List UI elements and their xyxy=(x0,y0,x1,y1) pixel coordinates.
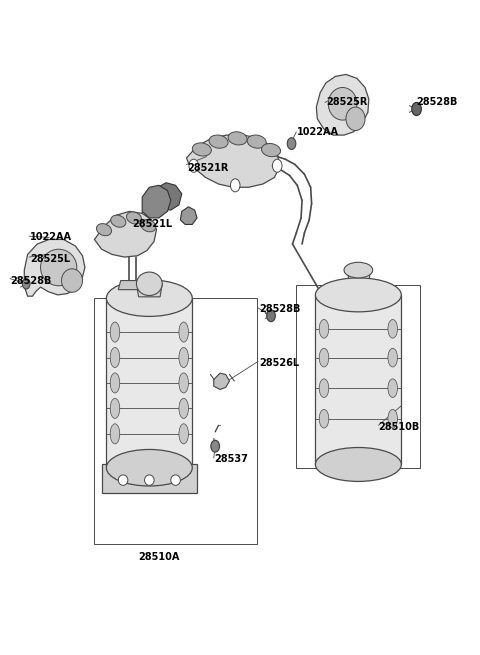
Text: 28537: 28537 xyxy=(214,455,248,464)
Ellipse shape xyxy=(144,475,154,485)
Ellipse shape xyxy=(40,250,77,286)
Polygon shape xyxy=(180,207,197,225)
Ellipse shape xyxy=(110,424,120,444)
Ellipse shape xyxy=(287,138,296,149)
Polygon shape xyxy=(315,295,401,464)
Ellipse shape xyxy=(346,107,365,130)
Ellipse shape xyxy=(179,347,189,367)
Polygon shape xyxy=(95,212,156,257)
Text: 28528B: 28528B xyxy=(10,276,51,286)
Text: 28510B: 28510B xyxy=(378,422,420,432)
Ellipse shape xyxy=(209,135,228,148)
Text: 28528B: 28528B xyxy=(417,98,458,107)
Bar xyxy=(296,285,420,468)
Text: 28528B: 28528B xyxy=(259,304,300,314)
Ellipse shape xyxy=(211,440,219,452)
Text: 1022AA: 1022AA xyxy=(297,127,339,137)
Ellipse shape xyxy=(136,272,162,295)
Ellipse shape xyxy=(107,449,192,486)
Polygon shape xyxy=(187,135,279,187)
Ellipse shape xyxy=(319,348,329,367)
Ellipse shape xyxy=(23,278,30,289)
Polygon shape xyxy=(142,185,171,218)
Ellipse shape xyxy=(171,475,180,485)
Text: 28526L: 28526L xyxy=(259,358,299,368)
Ellipse shape xyxy=(344,262,372,278)
Ellipse shape xyxy=(96,223,111,236)
Polygon shape xyxy=(24,240,85,296)
Ellipse shape xyxy=(328,88,357,120)
Polygon shape xyxy=(118,280,147,290)
Polygon shape xyxy=(102,464,197,493)
Ellipse shape xyxy=(110,398,120,419)
Ellipse shape xyxy=(118,475,128,485)
Text: 28525L: 28525L xyxy=(30,254,70,264)
Ellipse shape xyxy=(262,143,280,157)
Text: 28521R: 28521R xyxy=(188,162,229,173)
Ellipse shape xyxy=(315,447,401,481)
Polygon shape xyxy=(136,284,162,297)
Ellipse shape xyxy=(319,379,329,398)
Ellipse shape xyxy=(110,322,120,342)
Bar xyxy=(95,298,257,544)
Ellipse shape xyxy=(111,215,126,227)
Ellipse shape xyxy=(388,379,397,398)
Polygon shape xyxy=(107,298,192,468)
Ellipse shape xyxy=(107,280,192,316)
Ellipse shape xyxy=(247,135,266,148)
Ellipse shape xyxy=(315,278,401,312)
Ellipse shape xyxy=(110,347,120,367)
Ellipse shape xyxy=(388,348,397,367)
Ellipse shape xyxy=(319,409,329,428)
Ellipse shape xyxy=(230,179,240,192)
Ellipse shape xyxy=(110,373,120,393)
Ellipse shape xyxy=(179,398,189,419)
Ellipse shape xyxy=(179,373,189,393)
Ellipse shape xyxy=(319,320,329,338)
Ellipse shape xyxy=(228,132,247,145)
Text: 28510A: 28510A xyxy=(138,552,180,562)
Ellipse shape xyxy=(179,322,189,342)
Ellipse shape xyxy=(388,409,397,428)
Ellipse shape xyxy=(141,219,156,232)
Ellipse shape xyxy=(273,159,282,172)
Polygon shape xyxy=(214,373,229,390)
Text: 28521L: 28521L xyxy=(132,219,173,229)
Ellipse shape xyxy=(388,320,397,338)
Ellipse shape xyxy=(127,212,142,224)
Ellipse shape xyxy=(179,424,189,444)
Text: 1022AA: 1022AA xyxy=(30,233,72,242)
Ellipse shape xyxy=(192,143,211,156)
Ellipse shape xyxy=(412,102,421,115)
Ellipse shape xyxy=(189,159,199,172)
Text: 28525R: 28525R xyxy=(326,98,367,107)
Ellipse shape xyxy=(61,269,83,292)
Ellipse shape xyxy=(267,310,276,322)
Polygon shape xyxy=(155,183,182,210)
Polygon shape xyxy=(316,75,369,135)
